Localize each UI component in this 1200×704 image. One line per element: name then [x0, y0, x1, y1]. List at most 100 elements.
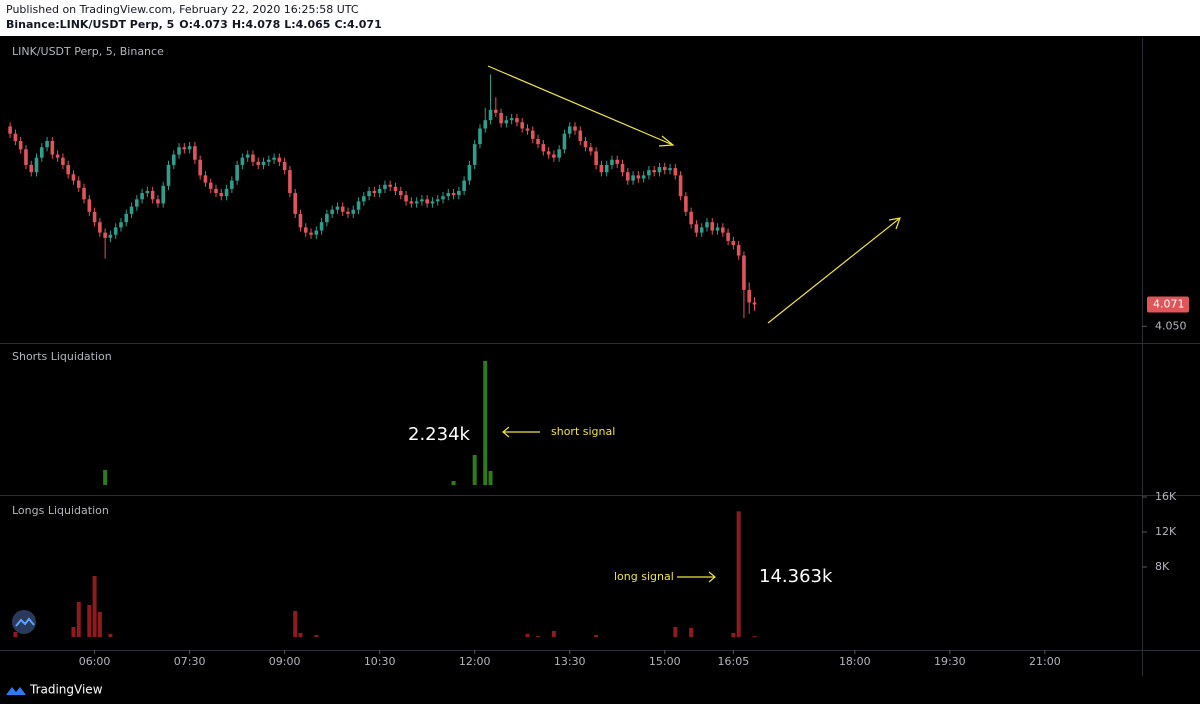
- candle-body: [578, 130, 583, 141]
- y-tick-label: 8K: [1155, 560, 1170, 573]
- candle-body: [8, 126, 12, 134]
- candle-body: [92, 211, 97, 223]
- candle-body: [325, 213, 329, 223]
- candle-body: [340, 206, 345, 212]
- candle-body: [266, 159, 271, 162]
- ohlc-value: 4.071: [347, 18, 382, 31]
- candle-body: [240, 157, 245, 165]
- candle-body: [583, 141, 588, 148]
- candle-body: [330, 209, 334, 214]
- candle-body: [546, 151, 551, 155]
- candle-body: [383, 184, 387, 189]
- candle-body: [409, 201, 414, 204]
- published: Published on TradingView.com, February 2…: [6, 3, 359, 16]
- liquidation-bar: [87, 604, 92, 637]
- candle-body: [684, 196, 688, 212]
- candle-body: [362, 196, 366, 202]
- candle-body: [625, 172, 630, 181]
- candle-body: [150, 190, 155, 200]
- chart-bg: [0, 38, 1200, 676]
- candle-body: [208, 182, 213, 189]
- candle-body: [393, 186, 398, 191]
- x-tick-label: 06:00: [79, 655, 111, 668]
- x-tick-label: 21:00: [1029, 655, 1061, 668]
- candle-body: [715, 227, 720, 231]
- candle-body: [752, 302, 757, 305]
- brand: TradingView: [29, 683, 103, 697]
- annotation-value: 14.363k: [759, 566, 833, 587]
- candle-body: [472, 144, 477, 165]
- candle-body: [198, 159, 202, 176]
- candle-body: [699, 227, 704, 233]
- candle-body: [293, 193, 297, 214]
- pane-title: LINK/USDT Perp, 5, Binance: [12, 45, 164, 58]
- candle-body: [425, 199, 429, 204]
- annotation-note: short signal: [551, 425, 615, 438]
- liquidation-bar: [71, 626, 76, 637]
- candle-body: [214, 188, 218, 194]
- candle-body: [678, 175, 683, 197]
- candle-body: [372, 190, 377, 194]
- candle-body: [18, 141, 23, 150]
- x-tick-label: 09:00: [269, 655, 301, 668]
- candle-body: [636, 175, 641, 179]
- candle-body: [377, 188, 382, 194]
- candle-body: [721, 227, 725, 233]
- candle-body: [657, 167, 662, 173]
- ohlc-label: O:: [179, 18, 193, 31]
- candle-body: [641, 175, 646, 179]
- liquidation-bar: [108, 633, 113, 637]
- candle-body: [747, 289, 752, 303]
- candle-body: [731, 240, 736, 246]
- liquidation-bar: [536, 636, 541, 637]
- candle-body: [282, 161, 287, 171]
- ohlc-value: 4.065: [296, 18, 331, 31]
- x-tick-label: 13:30: [554, 655, 586, 668]
- candle-body: [124, 213, 129, 223]
- candle-body: [251, 154, 255, 162]
- candle-body: [256, 161, 261, 165]
- pane-title: Longs Liquidation: [12, 504, 109, 517]
- candle-body: [647, 170, 651, 176]
- candle-body: [13, 133, 18, 141]
- liquidation-bar: [13, 631, 18, 637]
- liquidation-bar: [97, 611, 102, 637]
- candle-body: [203, 175, 208, 183]
- candle-body: [520, 122, 525, 129]
- candle-body: [261, 161, 266, 165]
- candle-body: [29, 164, 34, 173]
- candle-body: [351, 209, 356, 214]
- candle-body: [303, 227, 308, 233]
- x-tick-label: 16:05: [718, 655, 750, 668]
- candle-body: [451, 193, 456, 196]
- x-tick-label: 12:00: [459, 655, 491, 668]
- liquidation-bar: [736, 511, 741, 637]
- liquidation-bar: [293, 610, 298, 637]
- candle-body: [182, 147, 187, 150]
- candle-body: [594, 151, 598, 165]
- candle-body: [736, 245, 741, 256]
- candle-body: [61, 157, 65, 165]
- candle-body: [414, 201, 419, 204]
- candle-body: [272, 157, 276, 160]
- y-tick-label: 16K: [1155, 490, 1177, 503]
- candle-body: [398, 190, 403, 196]
- candle-body: [615, 159, 620, 164]
- candle-body: [652, 170, 656, 173]
- liquidation-bar: [103, 470, 108, 485]
- candle-body: [441, 196, 445, 200]
- candle-body: [610, 159, 614, 165]
- annotation-note: long signal: [614, 570, 674, 583]
- x-tick-label: 18:00: [839, 655, 871, 668]
- candle-body: [668, 168, 672, 171]
- candle-body: [742, 255, 746, 290]
- liquidation-bar: [472, 455, 477, 485]
- candle-body: [161, 185, 166, 204]
- last-price-label: 4.071: [1153, 297, 1185, 310]
- candle-body: [245, 154, 250, 158]
- brand-logo: [6, 687, 26, 695]
- candle-body: [541, 144, 546, 152]
- candle-body: [156, 199, 160, 204]
